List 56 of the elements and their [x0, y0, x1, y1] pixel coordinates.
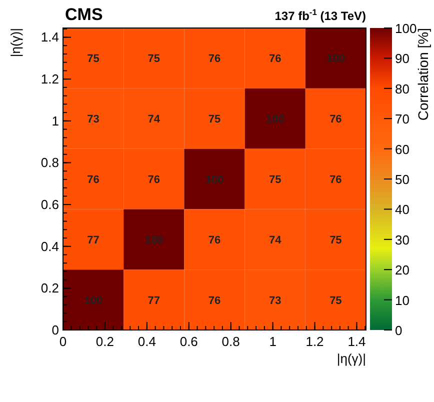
x-tick-label: 0.2	[96, 334, 114, 349]
color-bar-label: 10	[395, 292, 410, 308]
data-label: 74	[268, 234, 282, 246]
chart-title: CMS	[65, 5, 103, 24]
data-label: 76	[208, 234, 221, 246]
data-label: 76	[330, 114, 342, 126]
y-tick-label: 0.4	[40, 238, 59, 254]
color-bar-label: 80	[395, 81, 410, 96]
data-label: 77	[148, 294, 160, 307]
data-label: 75	[330, 294, 342, 307]
data-label: 76	[148, 174, 160, 186]
data-label: 100	[205, 174, 224, 186]
y-tick-label: 1.4	[40, 30, 59, 45]
x-tick-label: 0.4	[138, 334, 156, 349]
data-label: 76	[208, 53, 221, 66]
data-label: 73	[87, 114, 100, 126]
color-bar-label: 20	[395, 262, 410, 278]
y-tick-label: 0.2	[40, 280, 59, 296]
color-bar-label: 40	[395, 202, 410, 218]
data-label: 100	[266, 114, 284, 126]
data-label: 75	[208, 114, 221, 126]
data-label: 75	[87, 53, 100, 66]
data-label: 77	[87, 234, 100, 246]
data-label: 76	[87, 174, 100, 186]
data-label: 74	[148, 114, 161, 126]
data-label: 100	[144, 234, 164, 246]
data-label: 75	[268, 174, 282, 186]
color-bar-label: 100	[395, 21, 417, 36]
data-label: 75	[330, 234, 342, 246]
color-bar-label: 90	[395, 51, 410, 66]
y-tick-label: 1.2	[40, 72, 59, 87]
color-bar-label: 50	[395, 172, 410, 187]
y-axis-title: |η(γ)|	[8, 28, 23, 58]
x-axis-title: |η(γ)|	[336, 351, 366, 366]
x-tick-label: 1	[269, 334, 276, 349]
data-label: 100	[84, 294, 102, 307]
y-tick-label: 0	[52, 322, 59, 338]
data-label: 100	[326, 53, 345, 66]
y-tick-label: 0.6	[40, 197, 59, 212]
y-tick-label: 1	[52, 113, 59, 128]
color-bar-title: Correlation [%]	[415, 28, 431, 121]
x-tick-label: 1.2	[306, 334, 324, 349]
color-bar-label: 60	[395, 142, 410, 157]
x-tick-label: 0.8	[222, 334, 240, 349]
color-bar-label: 70	[395, 112, 410, 127]
color-bar-label: 30	[395, 232, 410, 248]
data-label: 75	[148, 53, 160, 66]
x-tick-label: 1.4	[348, 334, 366, 349]
data-label: 76	[330, 174, 342, 186]
y-tick-label: 0.8	[40, 155, 59, 170]
color-bar-label: 0	[395, 323, 402, 338]
data-label: 76	[208, 294, 221, 307]
chart-subtitle: 137 fb$^{-1}$ (13 TeV)	[274, 7, 366, 23]
x-tick-label: 0.6	[180, 334, 198, 349]
data-label: 73	[268, 294, 282, 307]
data-label: 76	[268, 53, 282, 66]
